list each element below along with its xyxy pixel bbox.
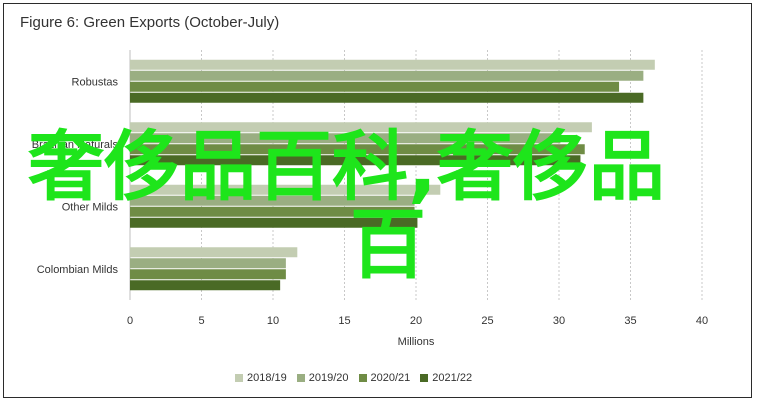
legend-label: 2018/19	[247, 372, 287, 384]
x-tick-label: 20	[410, 315, 422, 327]
bar	[130, 206, 415, 217]
bar	[130, 122, 592, 133]
category-label: Colombian Milds	[37, 264, 119, 276]
bar	[130, 269, 286, 280]
legend-swatch	[296, 374, 305, 382]
x-tick-label: 40	[696, 315, 708, 327]
legend-swatch	[420, 374, 429, 382]
category-label: Other Milds	[62, 201, 119, 213]
legend-label: 2021/22	[432, 372, 473, 384]
bar	[130, 70, 644, 81]
bar	[130, 133, 561, 144]
legend-item: 2019/20	[296, 372, 349, 384]
bar	[130, 280, 281, 291]
x-tick-label: 30	[553, 315, 565, 327]
bar	[130, 217, 418, 228]
x-tick-label: 25	[481, 315, 493, 327]
x-axis-title: Millions	[398, 336, 435, 348]
bar	[130, 144, 585, 155]
bar	[130, 258, 286, 269]
legend-item: 2021/22	[420, 372, 472, 384]
category-label: Brazilian Naturals	[32, 139, 119, 151]
bar	[130, 59, 655, 70]
bar	[130, 195, 415, 206]
legend-item: 2018/19	[235, 372, 287, 384]
legend-label: 2020/21	[370, 372, 411, 384]
bar	[130, 155, 581, 166]
x-tick-label: 10	[267, 315, 279, 327]
x-tick-label: 0	[127, 315, 133, 327]
chart-title: Figure 6: Green Exports (October-July)	[20, 14, 280, 31]
x-tick-labels: 0 5 10 15 20 25 30 35 40	[127, 315, 708, 327]
bar	[130, 184, 441, 195]
legend-item: 2020/21	[358, 372, 411, 384]
legend: 2018/19 2019/20 2020/21 2021/22	[235, 372, 472, 384]
legend-label: 2019/20	[308, 372, 349, 384]
x-tick-label: 5	[198, 315, 204, 327]
legend-swatch	[358, 374, 367, 382]
x-tick-label: 15	[338, 315, 350, 327]
bars	[130, 59, 655, 291]
bar	[130, 81, 620, 92]
category-label: Robustas	[72, 76, 119, 88]
category-labels: Robustas Brazilian Naturals Other Milds Col…	[32, 76, 119, 276]
legend-swatch	[235, 374, 243, 382]
bar	[130, 92, 644, 103]
x-tick-label: 35	[624, 315, 636, 327]
bar	[130, 247, 298, 258]
